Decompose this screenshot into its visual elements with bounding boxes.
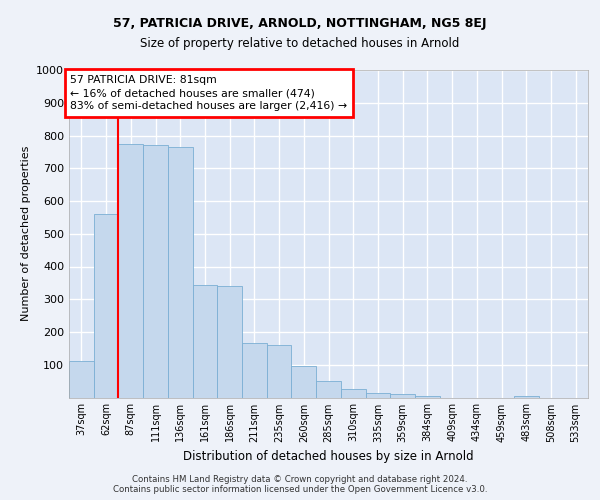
Text: Size of property relative to detached houses in Arnold: Size of property relative to detached ho… (140, 38, 460, 51)
Text: Contains HM Land Registry data © Crown copyright and database right 2024.
Contai: Contains HM Land Registry data © Crown c… (113, 474, 487, 494)
Bar (267, 345, 292, 398)
Text: 57 PATRICIA DRIVE: 81sqm
← 16% of detached houses are smaller (474)
83% of semi-: 57 PATRICIA DRIVE: 81sqm ← 16% of detach… (70, 75, 347, 112)
Bar (365, 392, 390, 398)
Bar (168, 147, 193, 398)
Bar (316, 381, 341, 398)
Bar (292, 366, 316, 398)
Bar (415, 396, 440, 398)
Bar (341, 390, 365, 398)
Bar (193, 284, 217, 398)
X-axis label: Distribution of detached houses by size in Arnold: Distribution of detached houses by size … (183, 450, 474, 463)
Bar (94, 214, 118, 398)
Bar (514, 396, 539, 398)
Bar (69, 362, 94, 398)
Bar (217, 286, 242, 398)
Y-axis label: Number of detached properties: Number of detached properties (20, 146, 31, 322)
Bar (390, 394, 415, 398)
Bar (143, 146, 168, 398)
Bar (242, 344, 267, 398)
Text: 57, PATRICIA DRIVE, ARNOLD, NOTTINGHAM, NG5 8EJ: 57, PATRICIA DRIVE, ARNOLD, NOTTINGHAM, … (113, 18, 487, 30)
Bar (118, 144, 143, 398)
